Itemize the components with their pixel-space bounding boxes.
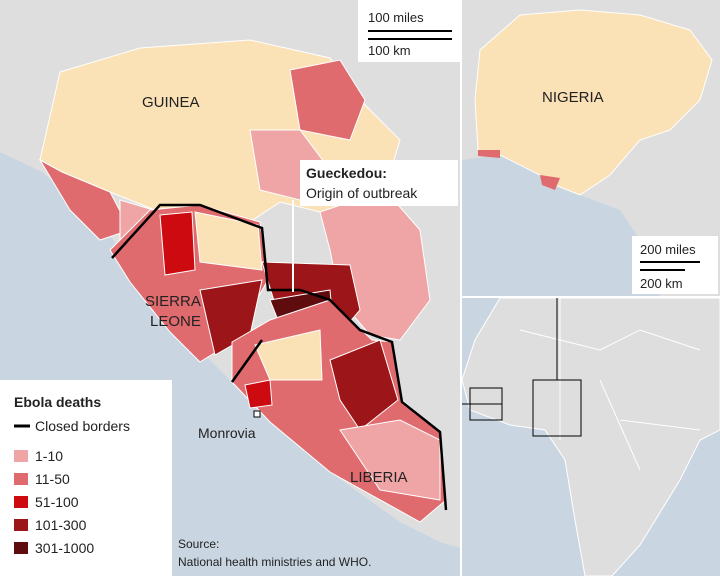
district bbox=[339, 419, 441, 501]
callout-text: Origin of outbreak bbox=[306, 185, 418, 201]
africa-inset bbox=[460, 297, 720, 576]
legend-swatch bbox=[14, 542, 28, 554]
district bbox=[159, 211, 196, 276]
legend-swatch bbox=[14, 473, 28, 485]
legend-items: 1-10 11-50 51-100 101-300 301-1000 bbox=[14, 448, 94, 556]
legend-label: 301-1000 bbox=[35, 540, 94, 556]
source: National health ministries and WHO. bbox=[178, 555, 371, 569]
legend-label: Closed borders bbox=[35, 418, 130, 434]
country-label: LEONE bbox=[150, 313, 201, 330]
source: Source: bbox=[178, 537, 219, 551]
legend-box bbox=[0, 380, 172, 576]
scale-box bbox=[632, 236, 718, 294]
country-label: NIGERIA bbox=[542, 89, 604, 106]
district bbox=[254, 329, 323, 381]
scale-miles: 100 miles bbox=[368, 10, 424, 25]
city-label: Monrovia bbox=[198, 425, 256, 441]
district bbox=[478, 150, 500, 158]
country-label: SIERRA bbox=[145, 293, 201, 310]
scale-km: 100 km bbox=[368, 43, 411, 58]
scale-km: 200 km bbox=[640, 276, 683, 291]
borders bbox=[519, 298, 701, 471]
sea bbox=[462, 155, 660, 296]
callout-box bbox=[300, 160, 458, 206]
nigeria-inset: NIGERIA 200 miles 200 km bbox=[462, 0, 720, 296]
legend-title: Ebola deaths bbox=[14, 394, 101, 410]
legend-swatch bbox=[14, 519, 28, 531]
district bbox=[540, 175, 560, 190]
country-label: GUINEA bbox=[142, 94, 200, 111]
legend-label: 51-100 bbox=[35, 494, 79, 510]
district bbox=[194, 211, 263, 271]
country-label: LIBERIA bbox=[350, 469, 408, 486]
africa bbox=[461, 297, 720, 576]
legend-swatch bbox=[14, 496, 28, 508]
legend-label: 101-300 bbox=[35, 517, 87, 533]
callout-title: Gueckedou: bbox=[306, 165, 387, 181]
district bbox=[244, 379, 273, 409]
scale-miles: 200 miles bbox=[640, 242, 696, 257]
city-marker bbox=[253, 410, 261, 418]
district bbox=[289, 59, 366, 141]
legend-label: 11-50 bbox=[35, 471, 70, 487]
legend-swatch bbox=[14, 450, 28, 462]
main-map: 100 miles 100 km GUINEA SIERRA LEONE LIB… bbox=[0, 0, 460, 576]
district bbox=[329, 339, 399, 431]
legend-label: 1-10 bbox=[35, 448, 63, 464]
closed-border bbox=[111, 203, 448, 511]
